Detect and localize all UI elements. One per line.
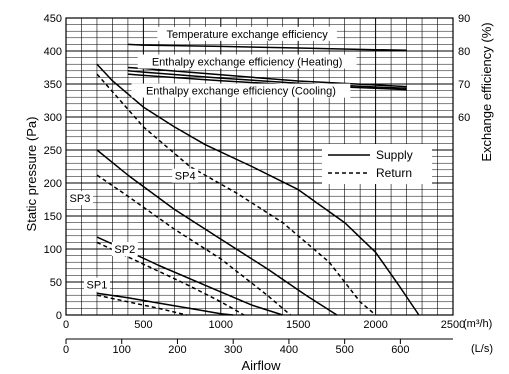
efficiency-annotation-label: Temperature exchange efficiency	[166, 29, 328, 41]
y-tick-label: 0	[56, 310, 62, 322]
sp1-return-line	[96, 294, 187, 316]
legend-label-return: Return	[376, 166, 412, 180]
legend: Supply Return	[322, 144, 432, 184]
x-tick-label: 2500	[441, 319, 465, 331]
x-secondary-tick-label: 500	[335, 344, 353, 356]
efficiency-annotation-1: Enthalpy exchange efficiency (Heating)	[137, 54, 357, 69]
efficiency-annotation-bg	[131, 83, 351, 98]
legend-label-supply: Supply	[376, 148, 413, 162]
sp-label-bg	[111, 242, 138, 256]
sp4-return-line	[96, 73, 377, 316]
efficiency-annotation-0: Temperature exchange efficiency	[157, 26, 337, 41]
sp1-supply-line	[96, 292, 234, 316]
y-axis-left-title: Static pressure (Pa)	[24, 117, 39, 232]
sp-label-sp2: SP2	[111, 242, 138, 256]
plot-frame	[65, 17, 454, 344]
sp3-supply-line	[96, 149, 338, 316]
efficiency-annotation-label: Enthalpy exchange efficiency (Heating)	[152, 57, 343, 69]
x-axis-secondary-unit: (L/s)	[471, 343, 493, 355]
y-tick-label: 450	[44, 13, 62, 25]
plot-border	[65, 17, 454, 316]
x-secondary-tick-label: 300	[224, 344, 242, 356]
x-tick-label: 1000	[209, 319, 233, 331]
y-tick-label: 200	[44, 178, 62, 190]
sp-label-bg	[83, 277, 110, 292]
y-tick-label: 300	[44, 112, 62, 124]
y-tick-label: 150	[44, 211, 62, 223]
x-secondary-tick-label: 100	[113, 344, 131, 356]
tick-labels: 0 500 1000 1500 2000 2500 0 100 200 300 400 500 600 0…	[44, 13, 471, 356]
sp-label-sp1: SP1	[83, 277, 110, 292]
sp-label-bg	[66, 191, 93, 206]
sp-label-sp3: SP3	[66, 191, 93, 206]
efficiency-annotation-bg	[157, 26, 337, 41]
y-right-tick-label: 60	[458, 112, 470, 124]
x-tick-label: 1500	[286, 319, 310, 331]
sp4-supply-line	[96, 63, 420, 316]
sp-label-bg	[172, 168, 199, 183]
x-secondary-tick-label: 200	[168, 344, 186, 356]
sp-label-text: SP4	[175, 171, 196, 183]
y-tick-label: 250	[44, 145, 62, 157]
y-tick-label: 100	[44, 244, 62, 256]
efficiency-annotation-2: Enthalpy exchange efficiency (Cooling)	[131, 83, 351, 98]
x-secondary-tick-label: 0	[63, 344, 69, 356]
x-secondary-tick-label: 600	[391, 344, 409, 356]
efficiency-line-2	[127, 70, 407, 90]
sp-label-text: SP2	[114, 244, 135, 256]
series-lines	[96, 63, 420, 316]
x-tick-label: 2000	[363, 319, 387, 331]
y-right-tick-label: 70	[458, 79, 470, 91]
y-axis-right-title: Exchange efficiency (%)	[479, 22, 494, 161]
y-right-tick-label: 80	[458, 46, 470, 58]
x-tick-label: 0	[63, 319, 69, 331]
sp3-return-line	[96, 174, 291, 316]
x-secondary-tick-label: 400	[280, 344, 298, 356]
x-axis-primary-unit: (m³/h)	[463, 318, 492, 330]
y-tick-label: 50	[50, 277, 62, 289]
sp-label-sp4: SP4	[172, 168, 199, 183]
legend-box	[322, 144, 432, 184]
sp-label-text: SP1	[87, 280, 108, 292]
efficiency-line-3	[127, 73, 407, 91]
y-tick-label: 400	[44, 46, 62, 58]
y-right-tick-label: 90	[458, 13, 470, 25]
x-axis-title: Airflow	[241, 358, 281, 373]
annotations: Temperature exchange efficiency Enthalpy …	[66, 26, 357, 292]
sp-label-text: SP3	[70, 193, 91, 205]
efficiency-line-0	[127, 43, 407, 52]
efficiency-annotation-bg	[137, 54, 357, 69]
efficiency-annotation-label: Enthalpy exchange efficiency (Cooling)	[146, 86, 336, 98]
y-tick-label: 350	[44, 79, 62, 91]
x-tick-label: 500	[134, 319, 152, 331]
